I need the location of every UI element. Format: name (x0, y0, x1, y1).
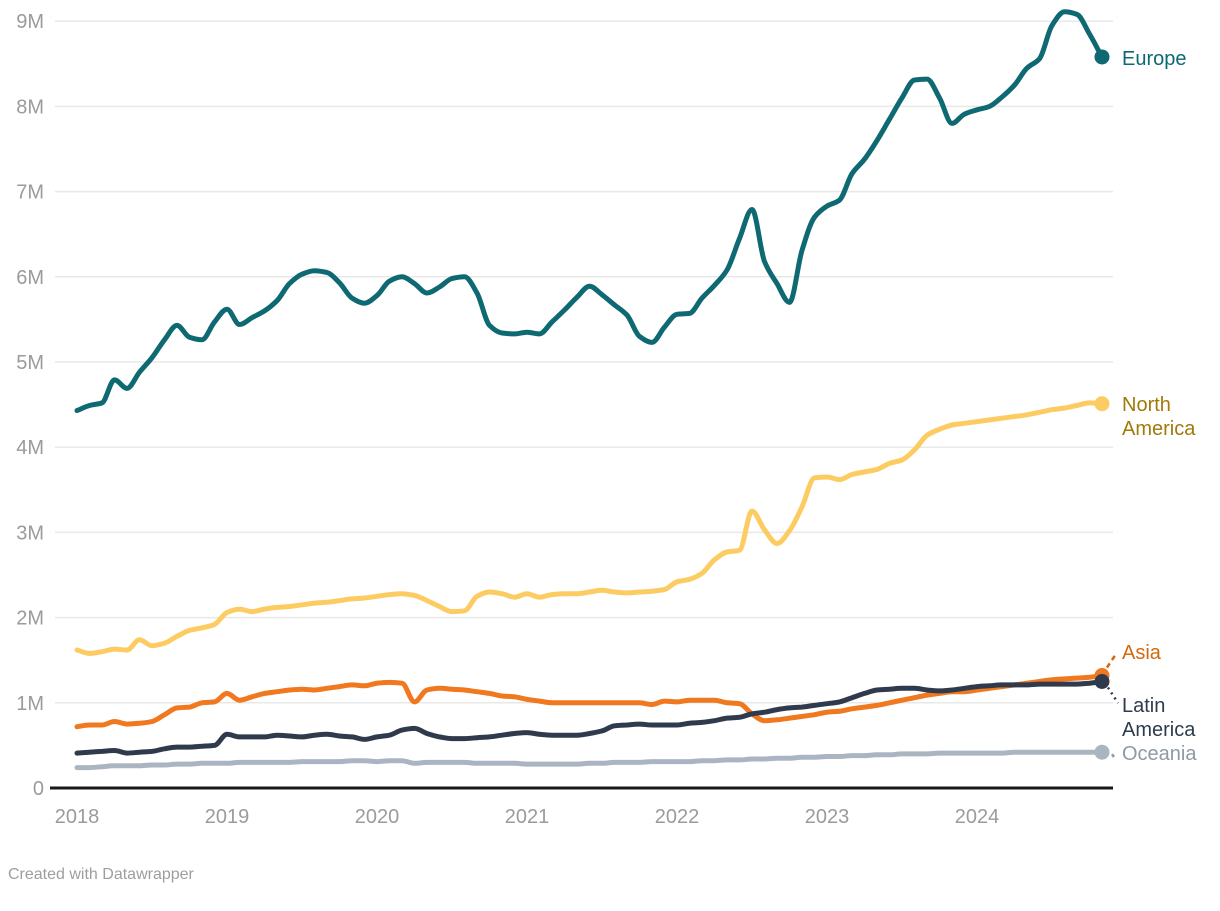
y-tick-label: 7M (16, 182, 44, 204)
series-line-europe (74, 9, 1105, 414)
x-tick-label: 2022 (655, 806, 700, 828)
series-end-dot-oceania (1094, 744, 1110, 760)
series-label-north-america: America (1122, 418, 1196, 440)
x-tick-label: 2019 (205, 806, 250, 828)
y-tick-label: 8M (16, 96, 44, 118)
y-tick-label: 1M (16, 693, 44, 715)
series-label-latin-america: America (1122, 719, 1196, 741)
y-tick-label: 6M (16, 267, 44, 289)
series-line-north-america (74, 400, 1105, 656)
y-tick-label: 9M (16, 11, 44, 33)
series-label-europe: Europe (1122, 48, 1187, 70)
x-tick-label: 2023 (805, 806, 850, 828)
series-label-asia: Asia (1122, 642, 1162, 664)
series-line-oceania (74, 749, 1105, 771)
series-label-north-america: North (1122, 394, 1171, 416)
series-end-dot-europe (1094, 49, 1110, 65)
series-line-asia (74, 673, 1105, 730)
datawrapper-credit: Created with Datawrapper (8, 866, 194, 883)
series-end-dot-north-america (1094, 396, 1110, 412)
y-tick-label: 2M (16, 608, 44, 630)
leader-line-latin-america (1106, 686, 1120, 704)
series-label-latin-america: Latin (1122, 695, 1165, 717)
x-tick-label: 2021 (505, 806, 550, 828)
x-tick-label: 2018 (55, 806, 100, 828)
series-line-latin-america (74, 679, 1105, 756)
y-tick-label: 4M (16, 437, 44, 459)
x-tick-label: 2024 (955, 806, 1000, 828)
series-label-oceania: Oceania (1122, 743, 1197, 765)
y-tick-label: 0 (33, 778, 44, 800)
y-tick-label: 3M (16, 522, 44, 544)
x-tick-label: 2020 (355, 806, 400, 828)
y-tick-label: 5M (16, 352, 44, 374)
series-end-dot-latin-america (1094, 674, 1110, 689)
leader-line-asia (1105, 653, 1118, 669)
leader-line-oceania (1110, 753, 1116, 758)
